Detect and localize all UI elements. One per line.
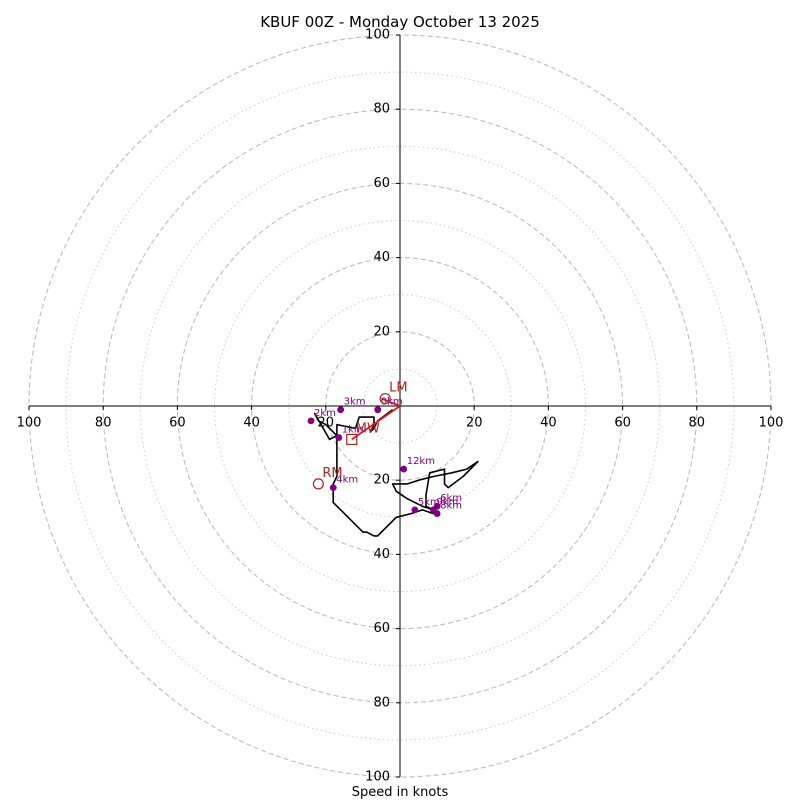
height-label-5km: 5km <box>418 497 440 508</box>
hodograph-line <box>313 409 479 537</box>
tick-label-top-20: 20 <box>373 324 390 339</box>
tick-label-left-100: 100 <box>17 416 42 431</box>
height-label-2km: 2km <box>314 408 336 419</box>
tick-label-right-80: 80 <box>689 416 706 431</box>
storm-marker-RM <box>312 478 324 490</box>
height-label-4km: 4km <box>336 475 358 486</box>
chart-title: KBUF 00Z - Monday October 13 2025 <box>260 13 540 31</box>
height-label-6km: 6km <box>440 493 462 504</box>
height-marker-3km <box>337 406 345 414</box>
height-label-12km: 12km <box>407 456 435 467</box>
storm-motion-markers: LM MW RM <box>312 381 408 490</box>
height-marker-2km <box>307 417 315 425</box>
tick-label-bottom-20: 20 <box>373 473 390 488</box>
height-marker-12km <box>400 465 408 473</box>
tick-label-top-80: 80 <box>373 102 390 117</box>
tick-label-top-60: 60 <box>373 176 390 191</box>
height-marker-9km <box>429 506 437 514</box>
height-label-8km: 8km <box>440 501 462 512</box>
tick-label-top-40: 40 <box>373 250 390 265</box>
height-marker-4km <box>329 484 337 492</box>
hodograph-traces <box>313 397 479 537</box>
tick-label-right-40: 40 <box>540 416 557 431</box>
x-axis-label: Speed in knots <box>352 785 449 800</box>
tick-label-left-40: 40 <box>243 416 260 431</box>
storm-motion-vector <box>351 405 401 441</box>
height-label-3km: 3km <box>344 397 366 408</box>
storm-marker-LM <box>379 392 391 405</box>
height-label-1km: 1km <box>342 425 364 436</box>
storm-label-MW: MW <box>356 421 380 436</box>
tick-label-top-100: 100 <box>365 28 390 43</box>
tick-label-bottom-60: 60 <box>373 621 390 636</box>
tick-label-bottom-100: 100 <box>365 770 390 785</box>
tick-label-bottom-80: 80 <box>373 695 390 710</box>
tick-label-right-60: 60 <box>614 416 631 431</box>
left-mover-vector <box>381 397 401 407</box>
storm-label-RM: RM <box>322 466 342 481</box>
height-label-0km: 0km <box>381 397 403 408</box>
height-marker-5km <box>411 506 419 514</box>
height-label-9km: 9km <box>436 497 458 508</box>
tick-label-right-20: 20 <box>466 416 483 431</box>
tick-label-right-100: 100 <box>759 416 784 431</box>
storm-marker-MW <box>346 433 358 445</box>
height-marker-1km <box>335 434 343 441</box>
height-marker-0km <box>374 406 382 414</box>
tick-label-left-60: 60 <box>169 416 186 431</box>
tick-label-left-80: 80 <box>95 416 112 431</box>
storm-label-LM: LM <box>389 381 407 396</box>
tick-label-bottom-40: 40 <box>373 547 390 562</box>
axis-tick-labels: 100 80 60 40 20 20 40 60 80 100100806040202040608… <box>17 28 784 785</box>
